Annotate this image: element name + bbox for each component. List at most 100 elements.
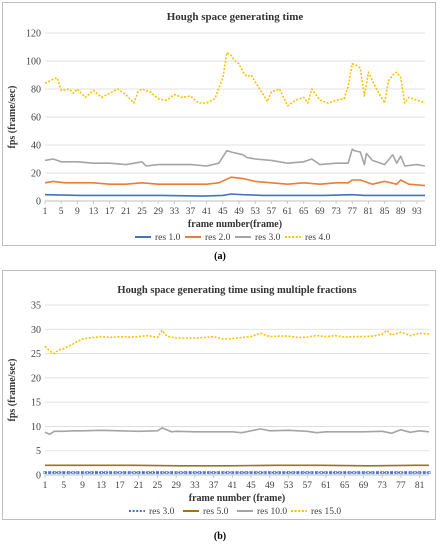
series-marker	[347, 471, 351, 475]
x-tick-label: 41	[202, 207, 212, 217]
x-tick-label: 37	[186, 207, 196, 217]
series-marker	[212, 471, 216, 475]
series-marker	[132, 471, 136, 475]
x-tick-label: 61	[283, 207, 293, 217]
series-marker	[408, 471, 412, 475]
x-tick-label: 1	[43, 481, 48, 491]
series-marker	[155, 471, 159, 475]
x-tick-label: 41	[228, 481, 238, 491]
series-marker	[361, 471, 365, 475]
series-marker	[390, 471, 394, 475]
series-marker	[371, 471, 375, 475]
series-line-res-4-0	[44, 51, 426, 107]
x-tick-label: 77	[347, 207, 357, 217]
y-tick-label: 0	[36, 471, 41, 482]
x-tick-label: 73	[377, 481, 387, 491]
series-line-res-2-0	[44, 176, 426, 187]
series-marker	[329, 471, 333, 475]
y-tick-label: 25	[31, 349, 41, 360]
x-tick-label: 37	[209, 481, 219, 491]
series-line-res-10-0	[44, 427, 430, 435]
series-marker	[146, 471, 150, 475]
legend-entry: res 5.0	[203, 507, 229, 517]
chart-a: Hough space generating time 0 20 40 60 80 100 1…	[7, 11, 426, 243]
series-marker	[394, 471, 398, 475]
series-marker	[95, 471, 99, 475]
series-line-res-5-0	[45, 464, 429, 467]
x-tick-label: 29	[171, 481, 181, 491]
x-tick-label: 25	[137, 207, 147, 217]
x-tick-label: 69	[315, 207, 325, 217]
y-tick-label: 40	[31, 141, 41, 152]
series-marker	[52, 471, 56, 475]
x-tick-label: 45	[218, 207, 228, 217]
series-marker	[137, 471, 141, 475]
y-axis-label: fps (frame/sec)	[7, 85, 18, 148]
x-tick-label: 17	[115, 481, 125, 491]
series-marker	[263, 471, 267, 475]
series-marker	[169, 471, 173, 475]
y-axis-label: fps (frame/sec)	[7, 358, 18, 421]
series-marker	[151, 471, 155, 475]
series-marker	[319, 471, 323, 475]
legend-entry: res 3.0	[255, 233, 281, 243]
series-marker	[48, 471, 52, 475]
y-tick-label: 80	[31, 85, 41, 96]
x-tick-label: 57	[267, 207, 277, 217]
series-marker	[62, 471, 66, 475]
y-tick-label: 60	[31, 113, 41, 124]
x-tick-label: 9	[80, 481, 85, 491]
x-tick-label: 21	[134, 481, 144, 491]
legend-entry: res 15.0	[311, 507, 341, 517]
x-tick-label: 5	[61, 481, 66, 491]
series-marker	[71, 471, 75, 475]
legend-entry: res 3.0	[149, 507, 175, 517]
series-marker	[272, 471, 276, 475]
y-tick-label: 35	[31, 301, 41, 312]
x-tick-label: 49	[265, 481, 275, 491]
series-marker	[118, 471, 122, 475]
series-marker	[226, 471, 230, 475]
x-tick-label: 65	[299, 207, 309, 217]
series-marker	[127, 471, 131, 475]
series-marker	[413, 471, 417, 475]
caption-a: (a)	[214, 251, 226, 262]
series-marker	[385, 471, 389, 475]
x-tick-label: 33	[170, 207, 180, 217]
x-tick-label: 1	[43, 207, 48, 217]
x-tick-label: 53	[250, 207, 260, 217]
x-tick-label: 57	[302, 481, 312, 491]
x-tick-label: 65	[340, 481, 350, 491]
series-marker	[188, 471, 192, 475]
series-marker	[230, 471, 234, 475]
y-tick-label: 0	[36, 197, 41, 208]
legend-entry: res 10.0	[257, 507, 287, 517]
series-marker	[282, 471, 286, 475]
x-axis-label: frame number(frame)	[188, 219, 282, 230]
series-line-res-15-0	[44, 329, 430, 355]
y-tick-label: 30	[31, 325, 41, 336]
legend-entry: res 1.0	[155, 233, 181, 243]
y-tick-label: 100	[26, 57, 41, 68]
series-marker	[249, 471, 253, 475]
x-tick-label: 13	[89, 207, 99, 217]
series-marker	[287, 471, 291, 475]
series-line-res-3-0	[44, 148, 426, 167]
series-marker	[301, 471, 305, 475]
x-tick-label: 9	[75, 207, 80, 217]
x-tick-label: 33	[190, 481, 200, 491]
x-tick-label: 29	[153, 207, 163, 217]
series-line-res-1-0	[44, 193, 425, 197]
x-tick-label: 69	[359, 481, 369, 491]
chart-panel-a: Hough space generating time 0 20 40 60 80 100 1…	[2, 2, 436, 246]
series-marker	[160, 471, 164, 475]
series-marker	[399, 471, 403, 475]
series-marker	[193, 471, 197, 475]
y-tick-label: 20	[31, 373, 41, 384]
series-marker	[57, 471, 61, 475]
series-marker	[207, 471, 211, 475]
series-marker	[296, 471, 300, 475]
series-marker	[352, 471, 356, 475]
series-marker	[113, 471, 117, 475]
chart-b: Hough space generating time using multip…	[7, 285, 431, 517]
